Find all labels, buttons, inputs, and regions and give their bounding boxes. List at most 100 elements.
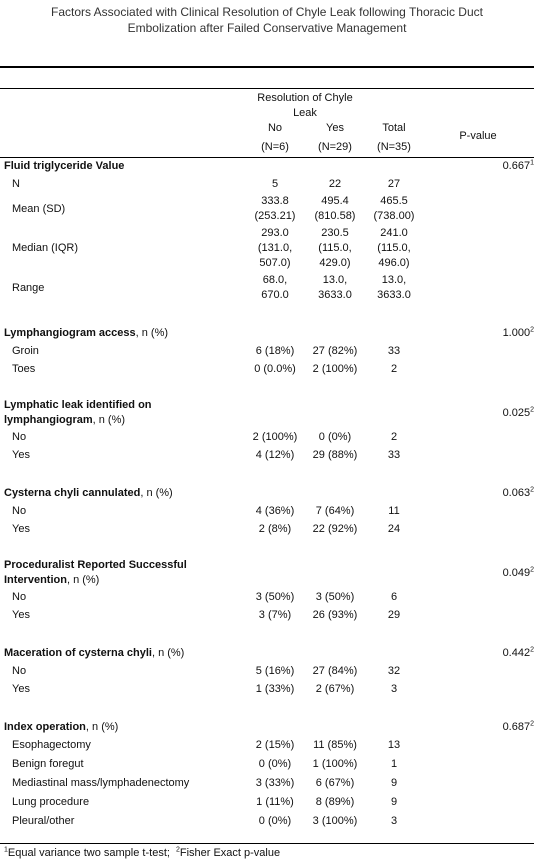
section: Index operation, n (%) 0.6872 Esophagectom… [0,718,534,831]
row-label: Yes [12,448,30,461]
title: Factors Associated with Clinical Resolut… [0,4,534,36]
cell: 241.0 (115.0, 496.0) [377,227,411,269]
p-value: 0.4422 [423,646,534,659]
cell: 29 (88%) [312,448,358,461]
column-header: Yes [326,122,344,134]
table-row: Lung procedure 1 (11%) 8 (89%) 9 [0,793,534,812]
section-label: Lymphatic leak identified on lymphangiog… [0,398,245,428]
section-label: Fluid triglyceride Value [0,159,245,174]
cell: 465.5 (738.00) [373,195,415,222]
p-value-number: 0.442 [502,647,531,659]
cell: 2 (8%) [258,522,292,535]
cell: 26 (93%) [312,608,358,621]
table-row: Esophagectomy 2 (15%) 11 (85%) 13 [0,736,534,755]
section-label: Proceduralist Reported Successful Interv… [0,558,245,588]
section-header: Maceration of cysterna chyli, n (%) 0.442… [0,644,534,662]
cell: 3 (100%) [312,815,358,827]
table-row: Mean (SD) 333.8 (253.21) 495.4 (810.58) 465… [0,193,534,225]
row-label: Mean (SD) [12,202,66,215]
spacer [305,652,365,654]
table-row: Toes 0 (0.0%) 2 (100%) 2 [0,360,534,378]
row-label: Toes [12,362,36,375]
table-row: No 4 (36%) 7 (64%) 11 [0,502,534,520]
section-suffix: , n (%) [135,326,169,339]
spacer [245,412,305,414]
spacer [245,572,305,574]
spacer [365,726,423,728]
cell: 0 (0%) [258,758,292,770]
footnotes: 1Equal variance two sample t-test; 2Fishe… [4,846,280,859]
section-suffix: , n (%) [140,486,173,499]
section-suffix: , n (%) [151,646,185,659]
spacer [245,652,305,654]
p-value: 0.6872 [423,720,534,733]
pvalue-header: P-value [459,130,497,142]
cell: 3 [390,815,398,827]
cell: 2 [390,362,398,375]
row-label: No [12,664,27,677]
section-title: Proceduralist Reported Successful Interv… [4,559,187,586]
column-count: (N=35) [377,141,411,153]
p-value: 0.6671 [423,159,534,172]
footnote-text: Equal variance two sample t-test; [7,847,170,859]
cell: 13.0, 3633.0 [377,274,411,301]
cell: 22 [328,177,342,190]
section-header: Index operation, n (%) 0.6872 [0,718,534,736]
table-row: Mediastinal mass/lymphadenectomy 3 (33%) 6… [0,774,534,793]
section-header: Proceduralist Reported Successful Interv… [0,558,534,588]
section-title: Maceration of cysterna chyli [4,646,152,659]
cell: 13 [387,739,401,751]
p-value-note: 2 [530,406,534,414]
spacer [305,492,365,494]
table-row: Yes 3 (7%) 26 (93%) 29 [0,606,534,624]
cell: 13.0, 3633.0 [318,274,352,301]
section: Lymphangiogram access, n (%) 1.0002 Groin 6… [0,324,534,378]
section-title: Lymphangiogram access [4,326,136,339]
cell: 4 (36%) [255,504,295,517]
row-label: Esophagectomy [12,739,91,751]
table-row: No 5 (16%) 27 (84%) 32 [0,662,534,680]
p-value: 0.0252 [423,406,534,419]
row-label: No [12,430,27,443]
row-label: Lung procedure [12,796,90,808]
p-value-note: 2 [530,486,534,494]
table-row: Yes 4 (12%) 29 (88%) 33 [0,446,534,464]
cell: 4 (12%) [255,448,295,461]
spacer [305,332,365,334]
table-body: Fluid triglyceride Value 0.6671 N 5 22 27 Mean… [0,157,534,831]
section: Maceration of cysterna chyli, n (%) 0.442… [0,644,534,698]
footnote-mark: 2 [175,846,180,854]
cell: 6 [390,590,398,603]
table-row: No 3 (50%) 3 (50%) 6 [0,588,534,606]
spacer [365,572,423,574]
cell: 68.0, 670.0 [261,274,289,301]
spacer [305,572,365,574]
p-value-number: 1.000 [502,327,531,339]
spacer [365,332,423,334]
cell: 3 (50%) [255,590,295,603]
section: Cysterna chyli cannulated, n (%) 0.0632 No… [0,484,534,538]
cell: 33 [387,344,401,357]
rule [0,843,534,844]
p-value-number: 0.687 [502,721,531,733]
cell: 7 (64%) [315,504,355,517]
p-value-note: 2 [530,326,534,334]
cell: 11 (85%) [313,739,357,751]
spacer [365,492,423,494]
row-label: No [12,590,27,603]
spacer [365,652,423,654]
rule [0,66,534,68]
cell: 2 (100%) [252,430,298,443]
table-row: Range 68.0, 670.0 13.0, 3633.0 13.0, 3633.0 [0,272,534,304]
cell: 3 (33%) [255,777,295,789]
row-label: No [12,504,27,517]
table-row: N 5 22 27 [0,175,534,193]
table-header: Resolution of Chyle Leak No (N=6) Yes (N=29)… [0,88,534,158]
row-label: Benign foregut [12,758,84,770]
cell: 6 (18%) [255,344,295,357]
cell: 3 (50%) [315,590,355,603]
cell: 27 (84%) [312,664,358,677]
p-value-number: 0.063 [502,487,531,499]
table-row: Groin 6 (18%) 27 (82%) 33 [0,342,534,360]
table-row: Yes 1 (33%) 2 (67%) 3 [0,680,534,698]
